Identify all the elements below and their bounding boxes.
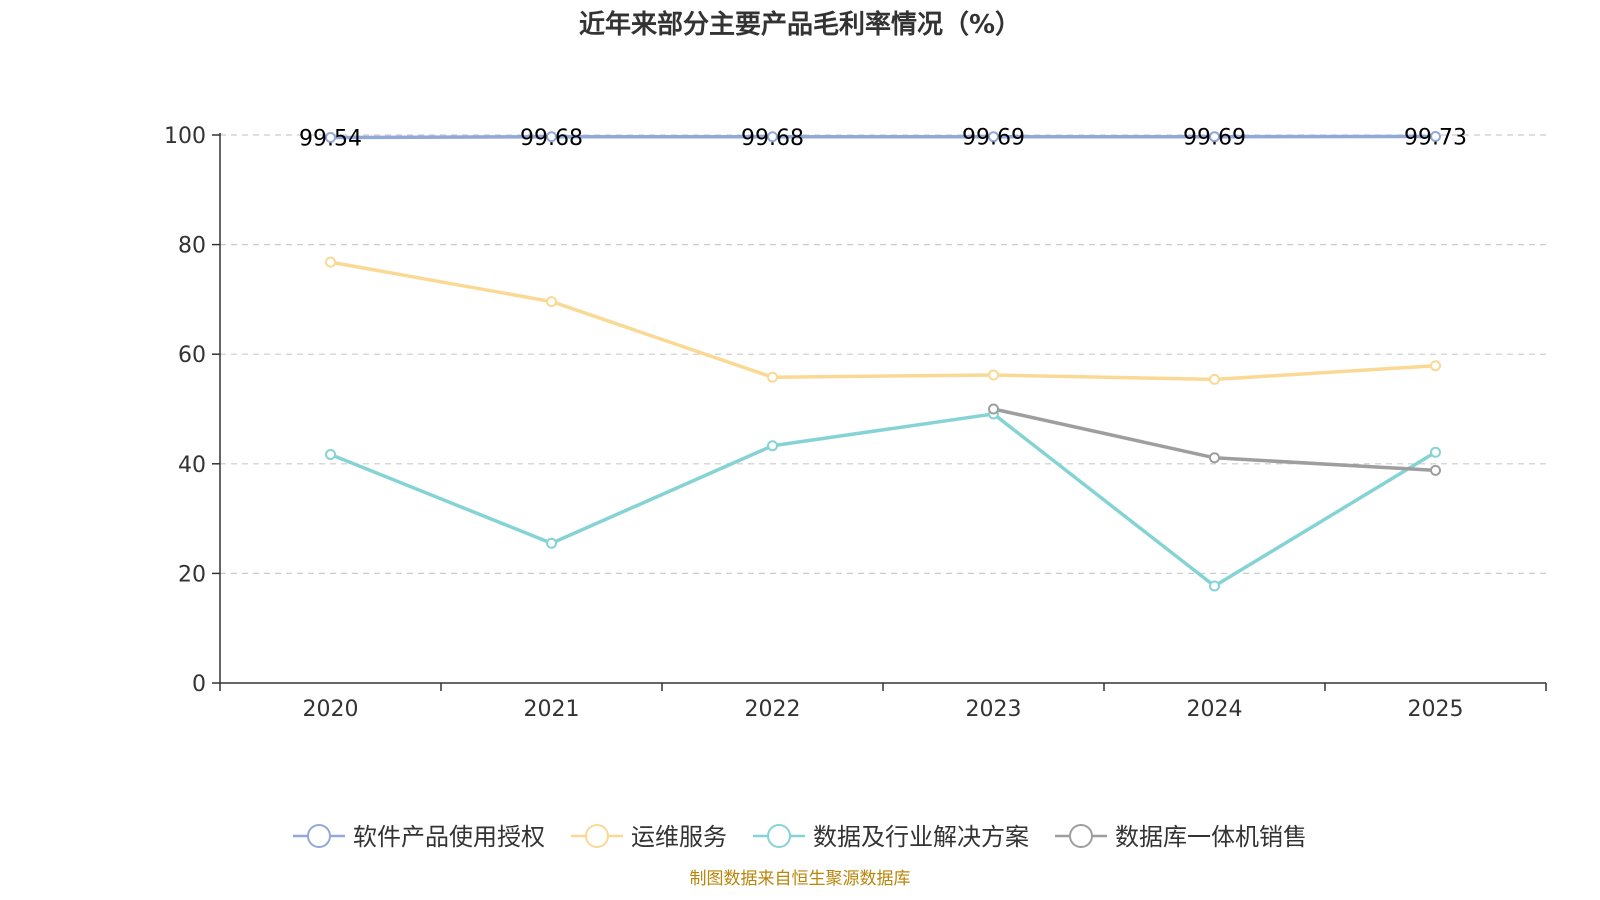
- x-tick-label: 2024: [1187, 697, 1243, 722]
- data-label: 99.69: [1183, 126, 1246, 151]
- data-label: 99.68: [741, 126, 804, 151]
- legend-label: 软件产品使用授权: [353, 823, 545, 851]
- data-label: 99.69: [962, 126, 1025, 151]
- legend-item: 数据及行业解决方案: [753, 823, 1029, 851]
- axes: 0 20 40 60 80 100 2020 2021 2022 2023 2024 2025: [164, 124, 1547, 722]
- data-point: [1209, 580, 1220, 592]
- data-point: [988, 131, 999, 143]
- data-point: [988, 403, 999, 415]
- data-point: [1209, 452, 1220, 464]
- x-tick-label: 2025: [1408, 697, 1464, 722]
- data-point: [1430, 464, 1441, 476]
- y-tick-label: 100: [164, 124, 206, 149]
- legend-item: 软件产品使用授权: [293, 823, 545, 851]
- data-labels: 99.54 99.68 99.68 99.69 99.69 99.73: [299, 125, 1467, 151]
- x-tick-label: 2022: [745, 697, 801, 722]
- legend-label: 运维服务: [631, 823, 727, 851]
- legend-marker-icon: [307, 824, 332, 848]
- legend-item: 运维服务: [571, 823, 727, 851]
- data-point: [546, 296, 557, 308]
- data-point: [1430, 130, 1441, 142]
- y-tick-label: 0: [192, 672, 206, 697]
- legend-item: 数据库一体机销售: [1054, 823, 1307, 851]
- data-point: [1430, 360, 1441, 372]
- y-tick-label: 80: [178, 234, 206, 259]
- data-label: 99.68: [520, 126, 583, 151]
- data-point: [988, 369, 999, 381]
- y-tick-label: 40: [178, 453, 206, 478]
- series-line: [329, 412, 1437, 588]
- data-point: [546, 131, 557, 143]
- x-tick-label: 2020: [303, 697, 359, 722]
- legend-marker-icon: [1068, 824, 1093, 848]
- data-point: [767, 131, 778, 143]
- series-line: [330, 260, 1436, 382]
- data-point: [1430, 446, 1441, 458]
- data-label: 99.73: [1404, 125, 1467, 150]
- x-tick-label: 2021: [524, 697, 580, 722]
- chart-title: 近年来部分主要产品毛利率情况（%）: [579, 9, 1021, 40]
- legend-marker-icon: [767, 824, 792, 848]
- legend-label: 数据库一体机销售: [1115, 823, 1307, 851]
- data-point: [767, 440, 778, 452]
- data-point: [325, 132, 336, 144]
- data-point: [1209, 373, 1220, 385]
- data-point: [325, 256, 336, 268]
- data-label: 99.54: [299, 127, 362, 152]
- data-point: [1209, 131, 1220, 143]
- source-note: 制图数据来自恒生聚源数据库: [690, 869, 911, 889]
- x-tick-label: 2023: [966, 697, 1022, 722]
- series-lines: [325, 130, 1441, 592]
- legend-marker-icon: [585, 824, 610, 848]
- y-tick-label: 20: [178, 562, 206, 587]
- legend-label: 数据及行业解决方案: [813, 823, 1029, 851]
- data-point: [546, 537, 557, 549]
- y-tick-label: 60: [178, 343, 206, 368]
- data-point: [325, 448, 336, 460]
- series-line: [330, 134, 1436, 140]
- legend: 软件产品使用授权 运维服务 数据及行业解决方案 数据库一体机销售: [293, 823, 1307, 851]
- data-point: [767, 371, 778, 383]
